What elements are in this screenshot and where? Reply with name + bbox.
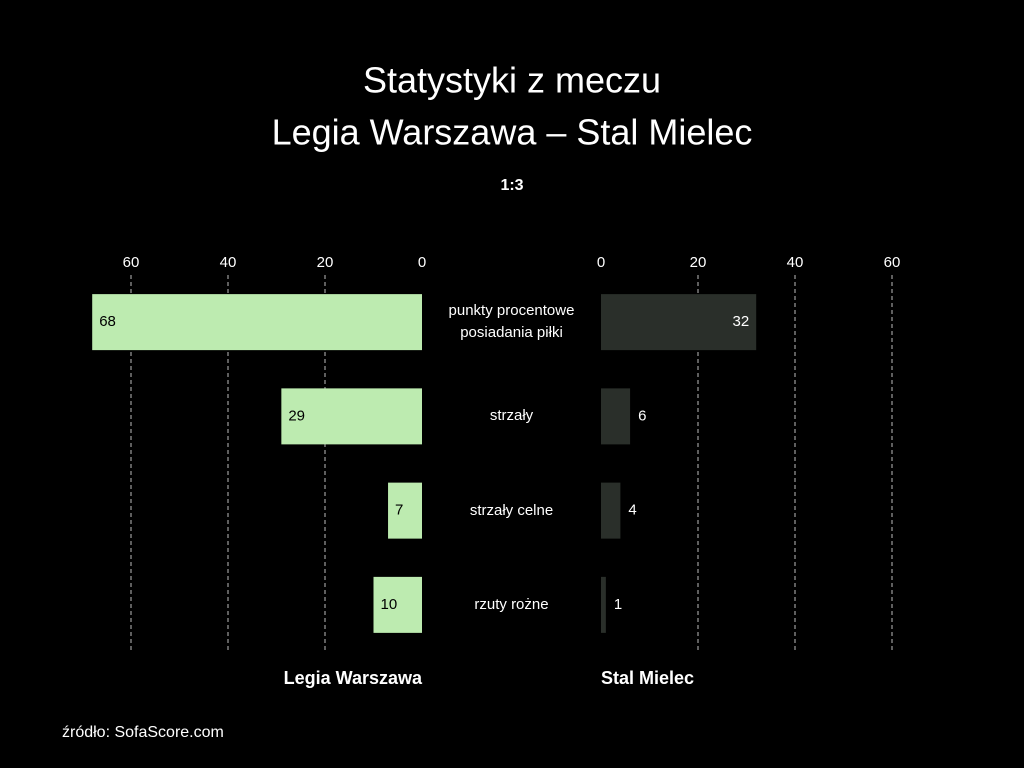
category-label: rzuty rożne	[474, 595, 549, 613]
category-label: punkty procentowe posiadania piłki	[448, 302, 575, 342]
value-label: 29	[288, 407, 305, 424]
x-tick-label: 60	[123, 254, 140, 271]
bar	[388, 482, 422, 539]
chart-subtitle: Legia Warszawa – Stal Mielec	[272, 112, 753, 153]
value-label: 32	[733, 313, 750, 330]
bar	[601, 482, 621, 539]
x-tick-label: 20	[690, 254, 707, 271]
value-label: 6	[638, 407, 646, 424]
x-tick-label: 60	[884, 254, 901, 271]
score: 1:3	[500, 177, 523, 194]
bar	[601, 388, 631, 445]
category-label: strzały celne	[469, 501, 554, 519]
legend-label: Legia Warszawa	[284, 668, 423, 688]
value-label: 10	[381, 596, 398, 613]
value-label: 4	[628, 502, 636, 519]
bar	[373, 576, 422, 633]
value-label: 68	[99, 313, 116, 330]
x-tick-label: 40	[220, 254, 237, 271]
category-label: strzały	[489, 407, 534, 425]
x-tick-label: 20	[317, 254, 334, 271]
bar	[281, 388, 422, 445]
source: źródło: SofaScore.com	[62, 724, 224, 741]
value-label: 1	[614, 596, 622, 613]
value-label: 7	[395, 502, 403, 519]
x-tick-label: 0	[597, 254, 605, 271]
x-tick-label: 0	[418, 254, 426, 271]
x-tick-label: 40	[787, 254, 804, 271]
bar	[92, 294, 422, 351]
bar	[601, 294, 757, 351]
chart-title: Statystyki z meczu	[363, 60, 661, 101]
legend-label: Stal Mielec	[601, 668, 694, 688]
bar	[601, 576, 606, 633]
